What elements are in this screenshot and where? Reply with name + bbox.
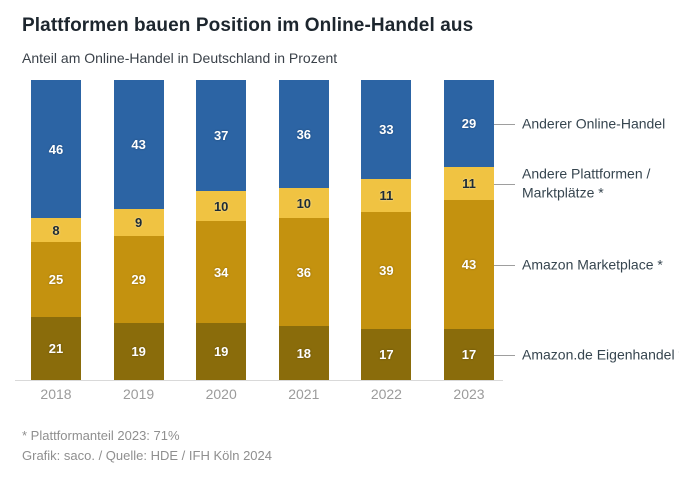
credit-line: Grafik: saco. / Quelle: HDE / IFH Köln 2… bbox=[22, 448, 272, 463]
segment-amazon-marketplace: 36 bbox=[278, 218, 329, 326]
segment-amazon-marketplace: 29 bbox=[113, 236, 164, 323]
bar-2023: 29 11 43 17 bbox=[444, 80, 494, 380]
segment-anderer-online-handel: 46 bbox=[31, 80, 81, 218]
segment-value-label: 18 bbox=[296, 345, 312, 361]
legend-connector-line bbox=[494, 354, 515, 356]
bar-2019: 43 9 29 19 bbox=[113, 80, 164, 380]
x-axis-label-2023: 2023 bbox=[453, 386, 485, 402]
segment-value-label: 10 bbox=[296, 195, 312, 211]
chart-subtitle: Anteil am Online-Handel in Deutschland i… bbox=[22, 50, 338, 66]
segment-amazon-de-eigenhandel: 18 bbox=[278, 326, 329, 380]
segment-value-label: 37 bbox=[213, 128, 229, 143]
segment-value-label: 11 bbox=[379, 188, 394, 203]
x-axis-label-2019: 2019 bbox=[123, 386, 155, 402]
segment-andere-plattformen-marktpl-tze: 10 bbox=[278, 188, 329, 218]
legend-connector-line bbox=[494, 264, 515, 266]
legend-item-amazon-marketplace: Amazon Marketplace * bbox=[522, 255, 663, 272]
bar-2020: 37 10 34 19 bbox=[196, 80, 247, 380]
segment-andere-plattformen-marktpl-tze: 11 bbox=[444, 167, 494, 200]
segment-value-label: 21 bbox=[48, 341, 64, 356]
segment-value-label: 8 bbox=[52, 222, 60, 238]
segment-value-label: 11 bbox=[462, 176, 476, 191]
footnote: * Plattformanteil 2023: 71% bbox=[22, 428, 180, 443]
segment-amazon-marketplace: 34 bbox=[196, 221, 247, 323]
segment-anderer-online-handel: 43 bbox=[113, 80, 164, 209]
segment-value-label: 17 bbox=[379, 347, 394, 362]
segment-amazon-marketplace: 25 bbox=[31, 242, 81, 317]
segment-value-label: 25 bbox=[48, 272, 64, 287]
segment-value-label: 43 bbox=[461, 257, 477, 272]
legend-item-anderer-online-handel: Anderer Online-Handel bbox=[522, 114, 666, 131]
bar-2022: 33 11 39 17 bbox=[361, 80, 412, 380]
segment-andere-plattformen-marktpl-tze: 9 bbox=[113, 209, 164, 236]
segment-value-label: 33 bbox=[379, 122, 394, 137]
segment-anderer-online-handel: 36 bbox=[278, 80, 329, 188]
legend-connector-line bbox=[494, 183, 515, 185]
segment-value-label: 19 bbox=[213, 344, 229, 359]
segment-value-label: 36 bbox=[296, 264, 312, 280]
segment-andere-plattformen-marktpl-tze: 11 bbox=[361, 179, 412, 212]
segment-anderer-online-handel: 37 bbox=[196, 80, 247, 191]
segment-value-label: 36 bbox=[296, 126, 312, 142]
x-axis-label-2022: 2022 bbox=[370, 386, 402, 402]
segment-value-label: 9 bbox=[134, 215, 143, 230]
legend-connector-line bbox=[494, 123, 515, 125]
x-axis-label-2018: 2018 bbox=[40, 386, 72, 402]
chart-title: Plattformen bauen Position im Online-Han… bbox=[22, 15, 474, 36]
segment-amazon-de-eigenhandel: 19 bbox=[113, 323, 164, 380]
segment-value-label: 19 bbox=[131, 344, 146, 359]
segment-value-label: 17 bbox=[461, 347, 477, 362]
segment-value-label: 10 bbox=[213, 198, 229, 214]
segment-value-label: 29 bbox=[131, 272, 146, 287]
segment-amazon-marketplace: 43 bbox=[444, 200, 494, 329]
segment-amazon-de-eigenhandel: 19 bbox=[196, 323, 247, 380]
segment-amazon-de-eigenhandel: 17 bbox=[444, 329, 494, 380]
segment-value-label: 29 bbox=[461, 116, 477, 131]
segment-value-label: 34 bbox=[213, 264, 229, 280]
x-axis-line bbox=[15, 380, 503, 381]
bar-2018: 46 8 25 21 bbox=[31, 80, 81, 380]
segment-anderer-online-handel: 29 bbox=[444, 80, 494, 167]
bar-2021: 36 10 36 18 bbox=[278, 80, 329, 380]
segment-anderer-online-handel: 33 bbox=[361, 80, 412, 179]
segment-andere-plattformen-marktpl-tze: 8 bbox=[31, 218, 81, 242]
segment-value-label: 46 bbox=[48, 141, 64, 157]
segment-amazon-de-eigenhandel: 17 bbox=[361, 329, 412, 380]
segment-andere-plattformen-marktpl-tze: 10 bbox=[196, 191, 247, 221]
legend-item-amazon-de-eigenhandel: Amazon.de Eigenhandel * bbox=[522, 345, 679, 362]
legend-item-andere-plattformen-marktpl-tze: Andere Plattformen / Marktplätze * bbox=[522, 165, 651, 201]
segment-amazon-marketplace: 39 bbox=[361, 212, 412, 329]
x-axis-label-2020: 2020 bbox=[205, 386, 237, 402]
segment-value-label: 43 bbox=[131, 137, 146, 152]
segment-value-label: 39 bbox=[379, 263, 394, 278]
segment-amazon-de-eigenhandel: 21 bbox=[31, 317, 81, 380]
x-axis-label-2021: 2021 bbox=[288, 386, 320, 402]
